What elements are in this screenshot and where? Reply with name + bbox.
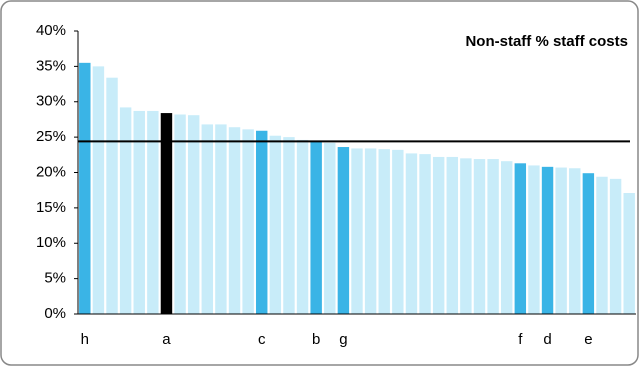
bar — [310, 141, 322, 314]
bar — [609, 178, 622, 314]
bar — [296, 139, 309, 314]
bar — [269, 135, 282, 314]
x-tick-label: a — [162, 331, 171, 348]
bar — [364, 148, 377, 314]
bar — [514, 163, 527, 314]
bar — [528, 165, 540, 314]
bar — [147, 110, 159, 314]
bar — [473, 159, 486, 314]
bar — [500, 161, 513, 314]
bar — [432, 156, 445, 314]
bar — [405, 153, 418, 314]
bar — [256, 130, 268, 314]
x-tick-label: b — [312, 331, 320, 348]
bar — [487, 159, 499, 314]
bar — [419, 154, 431, 314]
bar — [106, 77, 118, 314]
y-tick-label: 20% — [36, 163, 66, 180]
y-tick-label: 15% — [36, 199, 66, 216]
bar — [541, 166, 554, 314]
y-tick-label: 25% — [36, 128, 66, 145]
x-tick-label: d — [543, 331, 551, 348]
bar — [392, 149, 404, 314]
x-tick-label: h — [81, 331, 89, 348]
bar — [242, 129, 254, 314]
bar — [324, 142, 336, 314]
x-tick-label: e — [584, 331, 592, 348]
x-tick-label: g — [339, 331, 347, 348]
chart-title: Non-staff % staff costs — [465, 33, 628, 50]
y-tick-label: 10% — [36, 234, 66, 251]
bar — [351, 148, 363, 314]
y-tick-label: 5% — [44, 270, 66, 287]
y-tick-label: 35% — [36, 57, 66, 74]
bar — [446, 156, 458, 314]
y-tick-label: 40% — [36, 22, 66, 39]
bar — [337, 147, 350, 314]
bar — [623, 193, 635, 314]
bar — [582, 173, 595, 314]
bar — [187, 115, 200, 314]
y-tick-label: 30% — [36, 93, 66, 110]
x-tick-label: c — [258, 331, 266, 348]
x-tick-label: f — [518, 331, 523, 348]
bar — [174, 114, 186, 314]
bar — [460, 158, 472, 314]
bar — [378, 149, 390, 314]
bar — [160, 113, 173, 314]
bar — [555, 167, 567, 314]
bar — [92, 66, 105, 314]
bar — [569, 168, 581, 314]
bar — [119, 107, 132, 314]
bar — [79, 62, 91, 315]
bar — [596, 176, 608, 314]
bar — [201, 124, 214, 314]
bar — [215, 124, 227, 314]
bar — [283, 137, 295, 314]
y-tick-label: 0% — [44, 305, 66, 322]
bar — [133, 110, 145, 314]
bar — [228, 127, 241, 314]
